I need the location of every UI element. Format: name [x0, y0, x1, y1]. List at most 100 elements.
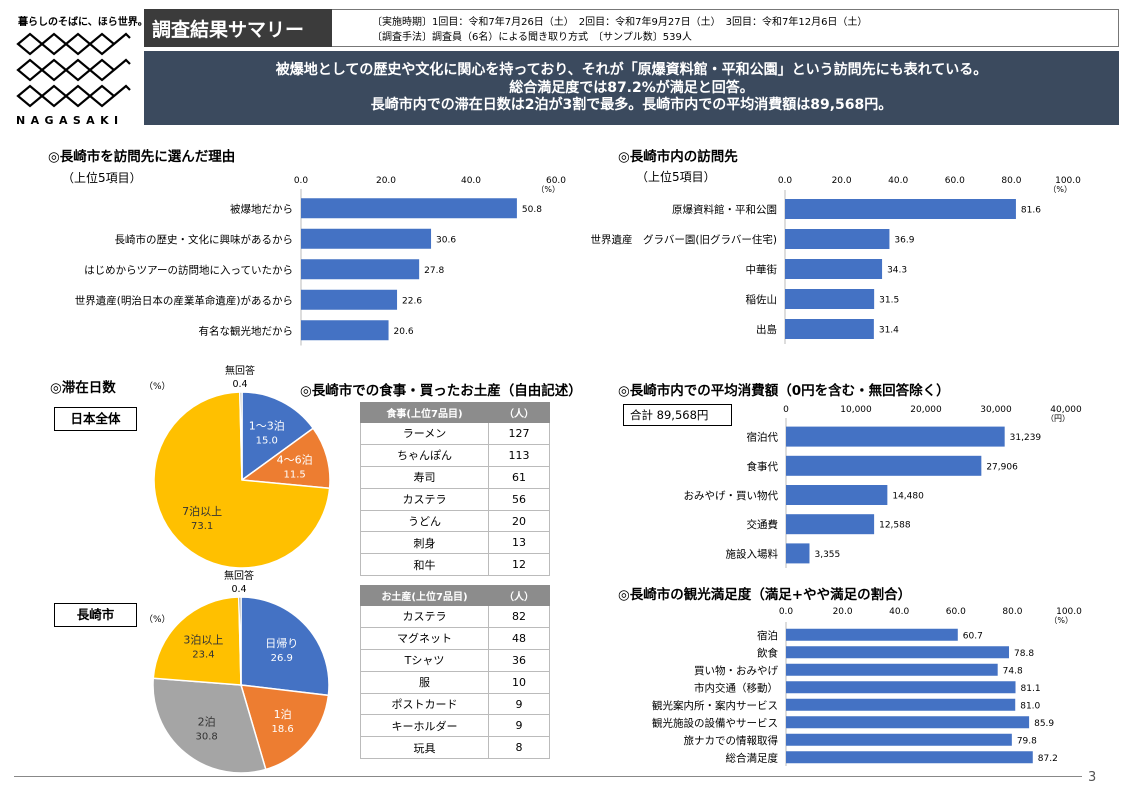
table-row: 服 10: [360, 670, 550, 694]
group-label-japan: 日本全体: [54, 407, 137, 431]
reasons-subtitle: （上位5項目）: [62, 171, 142, 185]
count-cell: 113: [488, 443, 550, 467]
pie-slice-value: 0.4: [231, 584, 246, 595]
pie-slice-label: 無回答: [224, 569, 254, 582]
category-label: 世界遺産 グラバー園(旧グラバー住宅): [591, 233, 777, 246]
bar: [786, 663, 998, 676]
bar: [786, 543, 810, 564]
bar-value-label: 30.6: [436, 235, 456, 245]
bar: [785, 199, 1016, 219]
bar-value-label: 31.5: [879, 296, 899, 306]
axis-unit: （%）: [536, 185, 560, 194]
category-label: 宿泊: [757, 629, 778, 642]
pie-slice-value: 23.4: [192, 649, 214, 660]
visits-subtitle: （上位5項目）: [636, 170, 716, 184]
axis-unit: （円）: [1046, 414, 1070, 423]
item-name-cell: 服: [360, 670, 489, 694]
summary-line: 被爆地としての歴史や文化に関心を持っており、それが「原爆資料館・平和公園」という…: [275, 62, 988, 78]
reasons-title: ◎長崎市を訪問先に選んだ理由: [48, 149, 236, 165]
item-name-cell: ラーメン: [360, 422, 489, 445]
pie-slice: [152, 596, 242, 686]
pie-slice-value: 11.5: [283, 470, 305, 481]
bar: [786, 455, 982, 476]
bar: [786, 751, 1033, 764]
table-row: キーホルダー 9: [360, 714, 550, 738]
category-label: 有名な観光地だから: [199, 324, 294, 337]
pie-slice-label: 7泊以上: [182, 505, 222, 518]
bar-value-label: 31,239: [1010, 433, 1042, 443]
bar: [786, 733, 1012, 746]
pie-slice-label: 1泊: [274, 708, 292, 721]
bar-value-label: 20.6: [394, 327, 414, 337]
stay-pie-nagasaki: 日帰り 26.9 1泊 18.6 2泊 30.8 3泊以上 23.4 無回答 0.4: [152, 569, 330, 774]
category-label: はじめからツアーの訪問地に入っていたから: [84, 263, 293, 276]
item-name-cell: マグネット: [360, 626, 489, 650]
spend-title: ◎長崎市内での平均消費額（0円を含む・無回答除く）: [618, 383, 950, 399]
pie-slice: [240, 596, 330, 697]
axis-unit: （%）: [1048, 185, 1072, 194]
souvenirs-table: お土産(上位7品目) （人） カステラ 82 マグネット 48 Tシャツ 36 服 10 ポスト…: [360, 585, 550, 760]
bar-value-label: 22.6: [402, 296, 422, 306]
category-label: 中華街: [746, 263, 778, 276]
pie-slice-label: 4～6泊: [277, 454, 313, 467]
count-cell: 82: [488, 605, 550, 628]
bar: [301, 259, 420, 280]
count-cell: 8: [488, 736, 550, 760]
bar-value-label: 27.8: [424, 266, 444, 276]
count-cell: 48: [488, 626, 550, 650]
item-name-cell: 和牛: [360, 553, 489, 577]
bar-value-label: 31.4: [879, 326, 899, 336]
pie-slice-label: 無回答: [225, 364, 255, 377]
bar: [301, 289, 398, 310]
x-tick-label: 80.0: [1001, 176, 1021, 186]
table-row: うどん 20: [360, 509, 550, 533]
category-label: 市内交通（移動）: [694, 681, 778, 694]
item-name-cell: カステラ: [360, 605, 489, 628]
meals-unit: （人）: [488, 402, 550, 423]
bar: [785, 259, 883, 279]
category-label: 宿泊代: [747, 431, 779, 444]
item-name-cell: うどん: [360, 509, 489, 533]
bar-value-label: 85.9: [1034, 719, 1054, 729]
x-tick-label: 30,000: [980, 405, 1012, 415]
bar-value-label: 78.8: [1014, 649, 1034, 659]
count-cell: 127: [488, 422, 550, 445]
x-tick-label: 80.0: [1002, 607, 1022, 617]
meals-table: 食事(上位7品目) （人） ラーメン 127 ちゃんぽん 113 寿司 61 カステラ 56 う…: [360, 402, 550, 577]
meals-head: 食事(上位7品目): [360, 402, 489, 423]
x-tick-label: 0: [783, 405, 789, 415]
table-row: Tシャツ 36: [360, 648, 550, 672]
x-tick-label: 0.0: [779, 607, 794, 617]
table-row: 寿司 61: [360, 465, 550, 489]
summary-line: 総合満足度では87.2%が満足と回答。: [509, 79, 754, 96]
bar-value-label: 27,906: [986, 462, 1018, 472]
pie-slice-value: 26.9: [271, 653, 293, 664]
bar-value-label: 50.8: [522, 205, 542, 215]
footer-line: [14, 776, 1082, 777]
pie-slice-value: 15.0: [256, 435, 278, 446]
x-tick-label: 40.0: [461, 176, 481, 186]
pie-slice: [152, 677, 267, 774]
logo-wordmark: NAGASAKI: [16, 114, 124, 127]
category-label: 稲佐山: [746, 293, 778, 306]
bar-value-label: 87.2: [1038, 754, 1058, 764]
bar-value-label: 60.7: [963, 631, 983, 641]
count-cell: 36: [488, 648, 550, 672]
item-name-cell: 刺身: [360, 531, 489, 555]
x-tick-label: 60.0: [946, 607, 966, 617]
category-label: 旅ナカでの情報取得: [684, 734, 779, 747]
summary-line: 長崎市内での滞在日数は2泊が3割で最多。長崎市内での平均消費額は89,568円。: [370, 97, 893, 113]
item-name-cell: 寿司: [360, 465, 489, 489]
item-name-cell: Tシャツ: [360, 648, 489, 672]
count-cell: 20: [488, 509, 550, 533]
bar-value-label: 34.3: [887, 266, 907, 276]
pie-slice: [239, 391, 243, 481]
bar-value-label: 14,480: [892, 492, 924, 502]
bar: [301, 228, 432, 249]
item-name-cell: キーホルダー: [360, 714, 489, 738]
bar: [785, 319, 874, 339]
table-row: ポストカード 9: [360, 692, 550, 716]
summary-box: 被爆地としての歴史や文化に関心を持っており、それが「原爆資料館・平和公園」という…: [144, 51, 1119, 125]
pie-slice-label: 3泊以上: [183, 633, 223, 646]
pie-slice-value: 0.4: [232, 379, 247, 390]
